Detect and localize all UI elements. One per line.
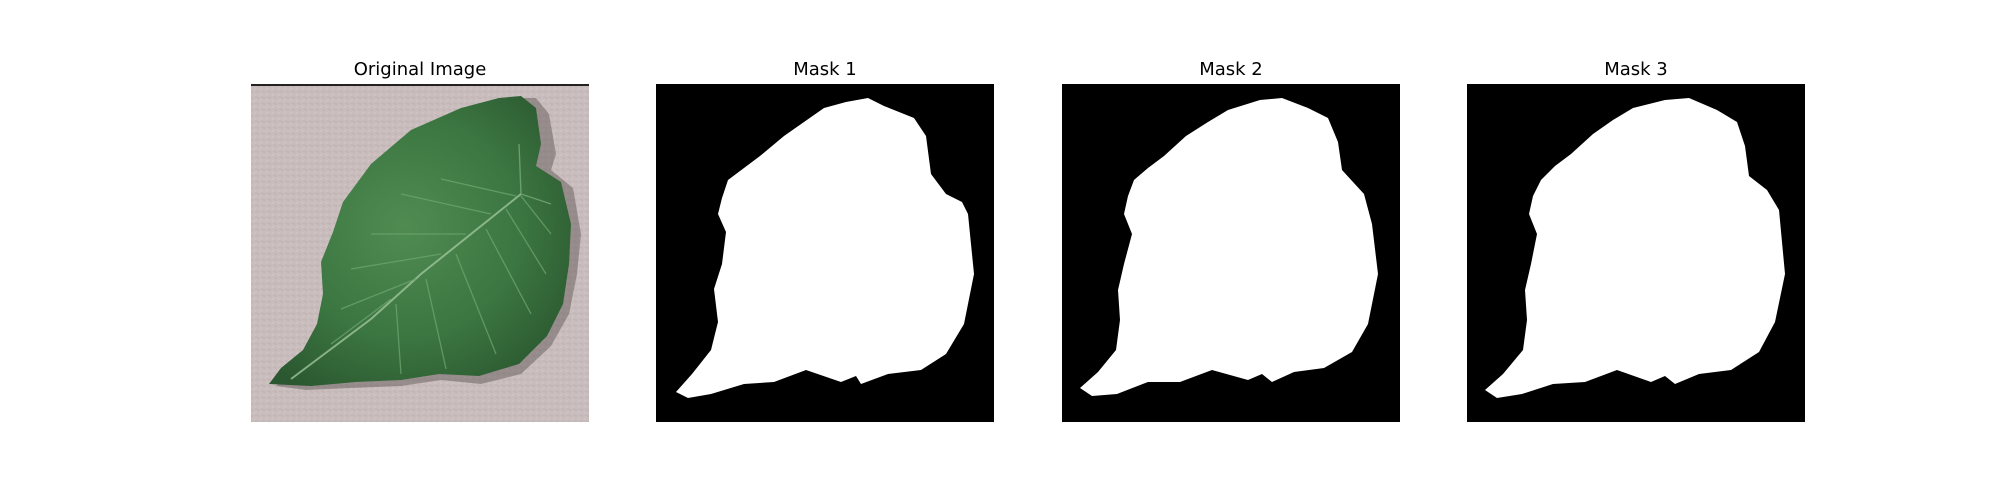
panel-title-mask-2: Mask 2 [1199,59,1263,80]
leaf-photo [251,84,589,422]
leaf-mask [1062,84,1400,422]
panel-title-mask-3: Mask 3 [1604,59,1668,80]
mask-3-panel [1467,84,1805,422]
leaf-mask [1467,84,1805,422]
mask-2-panel [1062,84,1400,422]
original-image-panel [251,84,589,422]
mask-1-panel [656,84,994,422]
panel-title-mask-1: Mask 1 [793,59,857,80]
leaf-mask [656,84,994,422]
panel-title-original: Original Image [353,59,487,80]
